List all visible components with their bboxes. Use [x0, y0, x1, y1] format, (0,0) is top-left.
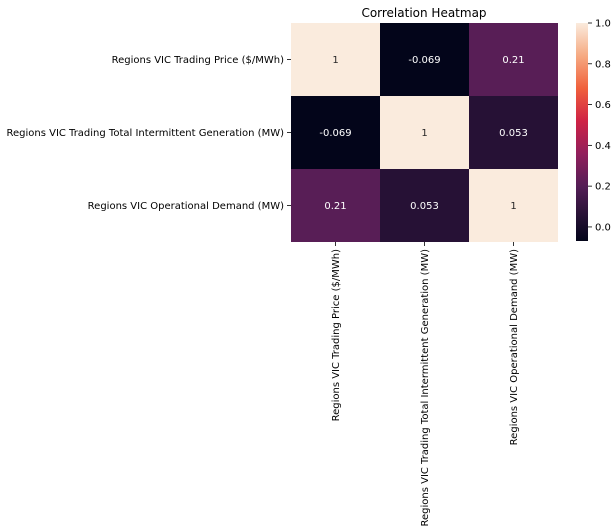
heatmap-cell: [380, 23, 469, 96]
heatmap-cell: [291, 169, 380, 242]
x-axis-labels: Regions VIC Trading Price ($/MWh) Regions…: [331, 242, 520, 527]
cell-annotation: 0.21: [502, 55, 524, 66]
colorbar-tick-label: 0.0: [595, 222, 611, 233]
cell-annotation: 0.21: [324, 201, 346, 212]
colorbar-tick-label: 0.2: [595, 182, 611, 193]
y-tick-label: Regions VIC Operational Demand (MW): [88, 201, 284, 212]
cell-annotation: 0.053: [410, 201, 439, 212]
heatmap-cells: [291, 23, 558, 242]
y-tick-label: Regions VIC Trading Total Intermittent G…: [6, 128, 284, 139]
heatmap-cell: [469, 96, 558, 169]
x-tick-label: Regions VIC Trading Total Intermittent G…: [420, 249, 431, 527]
y-tick-label: Regions VIC Trading Price ($/MWh): [112, 55, 285, 66]
cell-annotation: 1: [510, 201, 516, 212]
y-axis-labels: Regions VIC Trading Price ($/MWh) Regions…: [6, 55, 291, 212]
colorbar-tick-label: 0.6: [595, 100, 611, 111]
cell-annotation: 1: [332, 55, 338, 66]
heatmap-cell: [291, 23, 380, 96]
heatmap-cell: [469, 23, 558, 96]
heatmap-cell: [380, 169, 469, 242]
cell-annotation: 0.053: [499, 128, 528, 139]
x-tick-label: Regions VIC Operational Demand (MW): [509, 249, 520, 445]
colorbar: [576, 23, 588, 241]
x-tick-label: Regions VIC Trading Price ($/MWh): [331, 249, 342, 422]
cell-annotation: 1: [421, 128, 427, 139]
chart-title: Correlation Heatmap: [361, 6, 486, 20]
colorbar-tick-label: 1.0: [595, 19, 611, 30]
heatmap-cell: [469, 169, 558, 242]
colorbar-ticks: 0.0 0.2 0.4 0.6 0.8 1.0: [588, 19, 611, 233]
colorbar-tick-label: 0.8: [595, 59, 611, 70]
heatmap-cell: [380, 96, 469, 169]
cell-annotations: 1 -0.069 0.21 -0.069 1 0.053 0.21 0.053 1: [319, 55, 527, 212]
cell-annotation: -0.069: [408, 55, 440, 66]
colorbar-tick-label: 0.4: [595, 141, 611, 152]
cell-annotation: -0.069: [319, 128, 351, 139]
heatmap-cell: [291, 96, 380, 169]
